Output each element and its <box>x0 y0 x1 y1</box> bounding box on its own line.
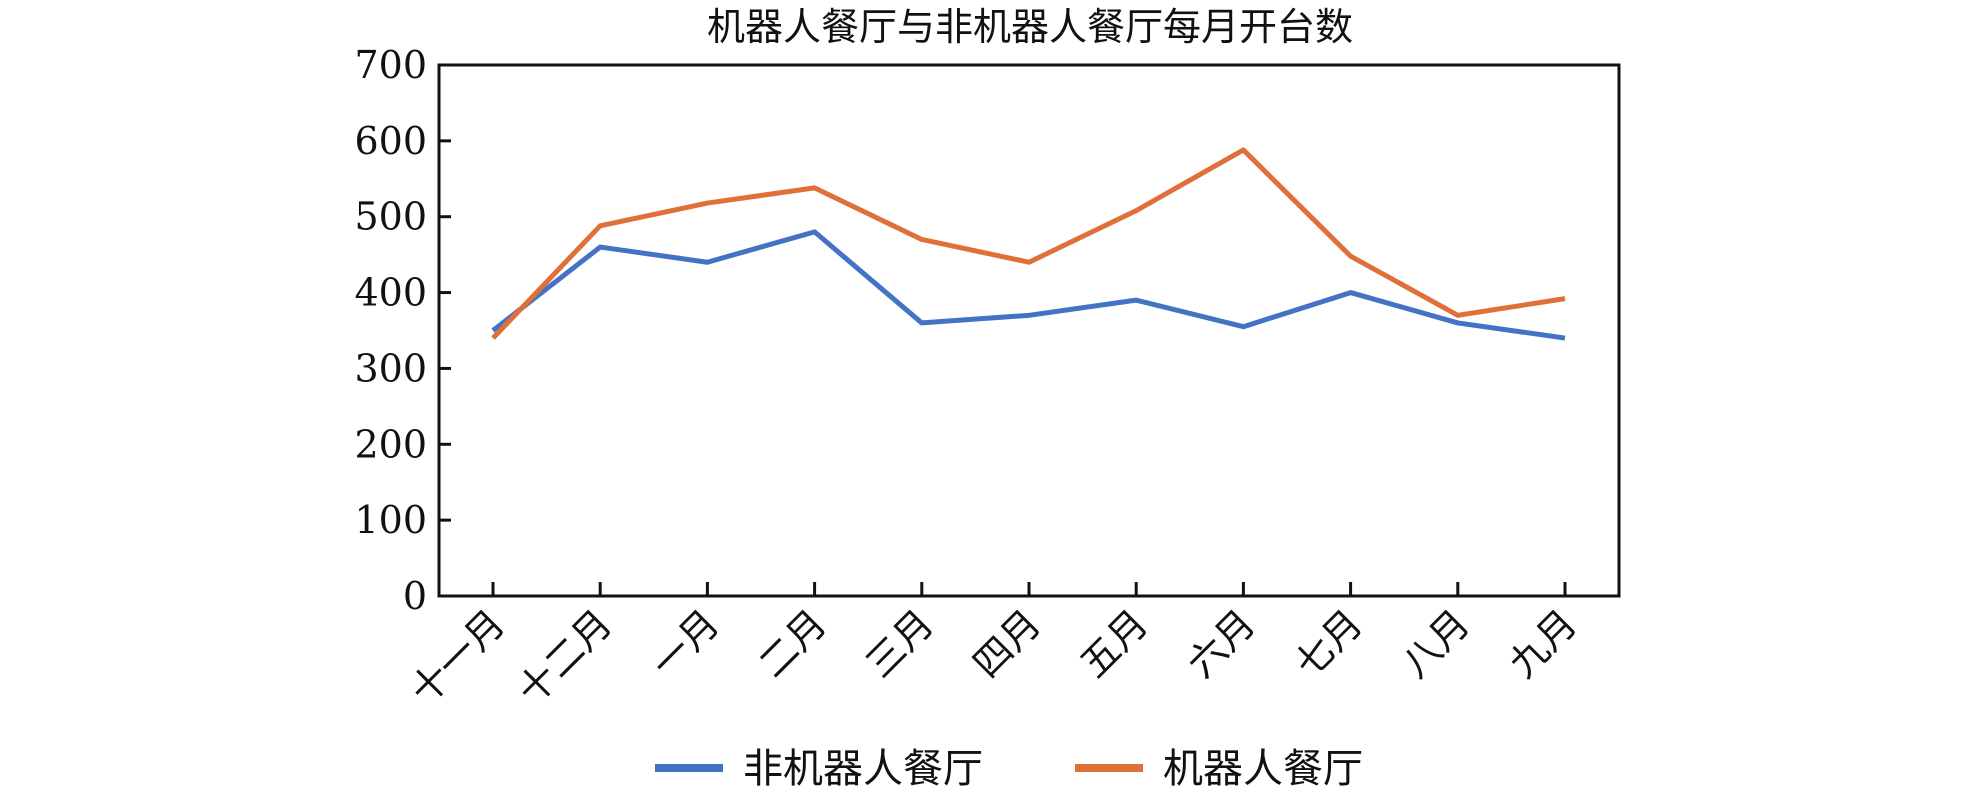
y-tick-label: 400 <box>354 271 427 315</box>
x-tick-label: 五月 <box>1072 601 1157 686</box>
x-tick-label: 六月 <box>1179 601 1264 686</box>
y-tick-label: 200 <box>354 422 427 466</box>
y-tick-label: 600 <box>354 119 427 163</box>
y-tick-label: 300 <box>354 346 427 390</box>
legend-label-0: 非机器人餐厅 <box>743 746 983 792</box>
y-tick-label: 700 <box>354 43 427 87</box>
y-tick-label: 100 <box>354 498 427 542</box>
x-tick-label: 三月 <box>857 601 942 686</box>
x-tick-label: 四月 <box>965 601 1050 686</box>
x-tick-label: 八月 <box>1393 601 1478 686</box>
x-tick-label: 二月 <box>750 601 835 686</box>
chart-title: 机器人餐厅与非机器人餐厅每月开台数 <box>707 5 1353 49</box>
x-tick-label: 七月 <box>1286 601 1371 686</box>
x-tick-label: 九月 <box>1501 601 1586 686</box>
plot-area-frame <box>437 63 1621 598</box>
legend-label-1: 机器人餐厅 <box>1163 746 1363 792</box>
x-tick-label: 一月 <box>643 601 728 686</box>
x-tick-label: 十一月 <box>402 601 514 713</box>
x-tick-label: 十二月 <box>509 601 621 713</box>
y-tick-label: 500 <box>354 195 427 239</box>
y-tick-label: 0 <box>403 574 427 618</box>
